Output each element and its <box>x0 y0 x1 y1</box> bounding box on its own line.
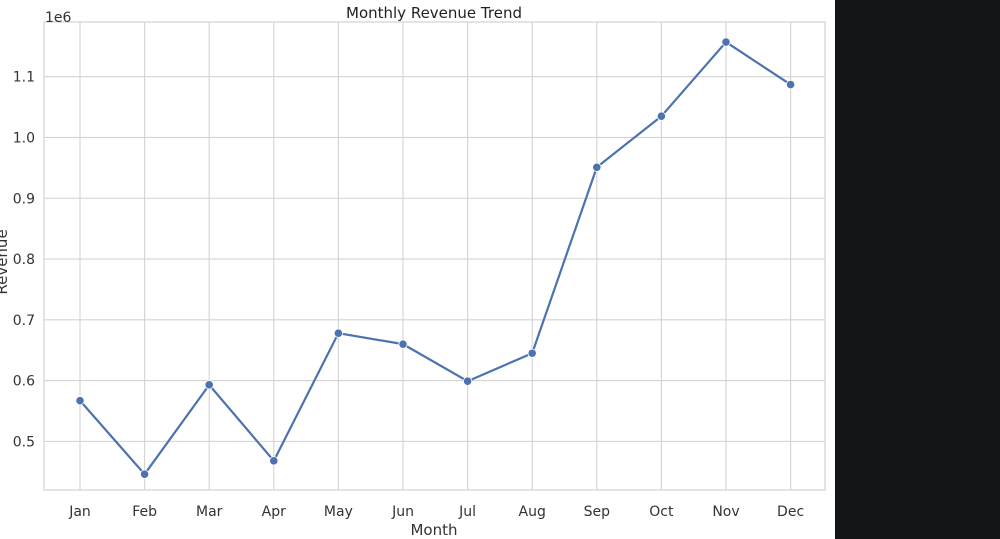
x-tick-label: Dec <box>777 504 804 520</box>
y-tick-label: 0.8 <box>13 252 35 268</box>
side-panel <box>835 0 1000 539</box>
x-tick-label: Oct <box>649 504 674 520</box>
x-tick-label: Sep <box>584 504 611 520</box>
data-point <box>140 469 150 479</box>
grid <box>44 22 825 490</box>
x-tick-label: Aug <box>519 504 546 520</box>
x-tick-label: May <box>324 504 353 520</box>
data-point <box>527 348 537 358</box>
data-point <box>592 162 602 172</box>
chart-title: Monthly Revenue Trend <box>346 4 522 22</box>
x-tick-label: Jul <box>458 504 476 520</box>
x-tick-label: Jun <box>391 504 414 520</box>
x-tick-label: Jan <box>68 504 91 520</box>
y-tick-label: 0.6 <box>13 374 35 390</box>
tick-labels: Jan Feb Mar Apr May Jun Jul Aug Sep Oct Nov Dec 0.5 0… <box>13 70 804 520</box>
y-tick-label: 0.9 <box>13 191 35 207</box>
y-axis-label: Revenue <box>0 229 11 294</box>
x-tick-label: Nov <box>712 504 739 520</box>
data-point <box>75 396 85 406</box>
data-point <box>785 80 796 90</box>
data-point <box>204 380 214 390</box>
x-tick-label: Feb <box>132 504 157 520</box>
series-layer <box>75 37 796 479</box>
line-chart: Jan Feb Mar Apr May Jun Jul Aug Sep Oct Nov Dec 0.5 0… <box>0 4 826 539</box>
x-tick-label: Mar <box>196 504 223 520</box>
data-point <box>269 456 279 466</box>
y-tick-label: 0.5 <box>13 434 35 450</box>
y-offset-label: 1e6 <box>45 10 72 26</box>
data-point <box>333 328 343 338</box>
x-axis-label: Month <box>410 521 457 539</box>
y-tick-label: 1.1 <box>13 70 35 86</box>
data-point <box>398 339 408 349</box>
series-line <box>78 40 792 476</box>
y-tick-label: 1.0 <box>13 130 35 146</box>
data-point <box>721 37 731 47</box>
data-point <box>656 111 667 121</box>
x-tick-label: Apr <box>262 504 286 520</box>
plot-area <box>43 21 826 491</box>
y-tick-label: 0.7 <box>13 313 35 329</box>
data-point <box>462 376 473 386</box>
